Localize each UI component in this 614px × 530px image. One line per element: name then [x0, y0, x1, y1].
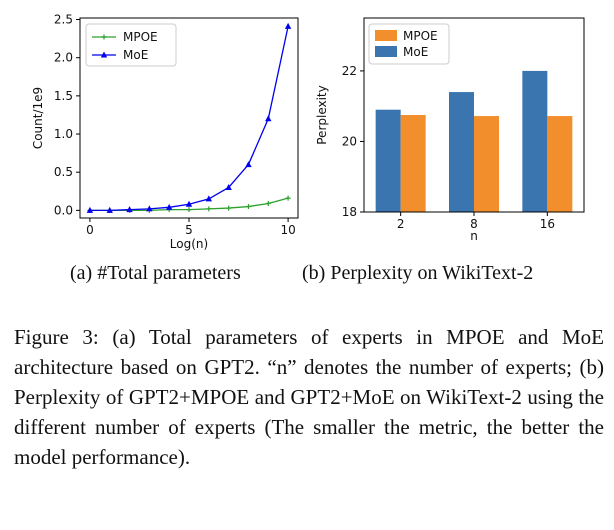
x-tick-label: 10: [280, 223, 295, 237]
y-tick-label: 20: [342, 134, 357, 148]
data-point-mpoe: [245, 204, 251, 210]
data-point-mpoe: [186, 207, 192, 213]
legend-marker: [100, 51, 108, 58]
data-point-moe: [146, 205, 153, 212]
x-axis-label: n: [470, 229, 478, 243]
data-point-moe: [126, 206, 133, 213]
legend-label: MoE: [123, 48, 148, 62]
legend-swatch-mpoe: [375, 30, 397, 41]
y-tick-label: 2.5: [54, 13, 73, 27]
x-tick-label: 8: [470, 217, 478, 231]
data-point-moe: [185, 200, 193, 207]
legend-marker: [101, 34, 107, 40]
bar-chart-svg: 2 8 16 18 20 22 n Perplexity MPOE MoE: [315, 17, 585, 243]
data-point-moe: [245, 161, 252, 168]
legend-label: MPOE: [403, 29, 438, 43]
subcaption-b: (b) Perplexity on WikiText-2: [302, 262, 534, 284]
data-point-moe: [86, 206, 94, 213]
y-tick-label: 0.5: [54, 165, 73, 179]
bar-moe-8: [449, 92, 474, 212]
line-chart-svg: 0 5 10 0.0 0.5 1.0 1.5 2.0 2.5 Log(n) Count/1e9 MPO…: [31, 13, 299, 251]
bar-moe-16: [522, 70, 548, 212]
data-point-moe: [265, 115, 272, 122]
legend-label: MoE: [403, 45, 428, 59]
plot-frame: [363, 17, 585, 213]
y-tick-label: 0.0: [54, 203, 73, 217]
data-point-moe: [284, 22, 292, 29]
y-tick-label: 1.0: [54, 127, 73, 141]
bar-mpoe-8: [474, 116, 499, 212]
x-axis-label: Log(n): [170, 237, 208, 251]
data-point-mpoe: [285, 195, 291, 201]
data-point-mpoe: [206, 206, 212, 212]
x-tick-label: 2: [397, 217, 405, 231]
perplexity-chart: 2 8 16 18 20 22 n Perplexity MPOE MoE: [304, 0, 614, 260]
data-point-moe: [165, 203, 173, 210]
y-tick-label: 18: [342, 205, 357, 219]
data-point-moe: [225, 183, 232, 190]
x-tick-label: 0: [86, 223, 94, 237]
data-point-mpoe: [226, 205, 232, 211]
x-tick-label: 16: [540, 217, 555, 231]
bar-mpoe-2: [400, 115, 426, 212]
legend-swatch-moe: [375, 46, 397, 57]
bar-moe-2: [375, 109, 401, 212]
y-axis-label: Count/1e9: [31, 87, 45, 149]
y-axis-label: Perplexity: [315, 85, 329, 145]
figure-caption: Figure 3: (a) Total parameters of expert…: [14, 325, 604, 469]
y-tick-label: 22: [342, 64, 357, 78]
total-parameters-chart: 0 5 10 0.0 0.5 1.0 1.5 2.0 2.5 Log(n) Count/1e9 MPO…: [0, 0, 300, 260]
y-tick-label: 2.0: [54, 51, 73, 65]
data-point-moe: [106, 206, 113, 213]
data-point-mpoe: [265, 200, 271, 206]
bar-mpoe-16: [547, 116, 573, 212]
x-tick-label: 5: [185, 223, 193, 237]
subcaption-a: (a) #Total parameters: [70, 262, 241, 284]
y-tick-label: 1.5: [54, 89, 73, 103]
legend-label: MPOE: [123, 30, 158, 44]
data-point-moe: [205, 195, 213, 202]
